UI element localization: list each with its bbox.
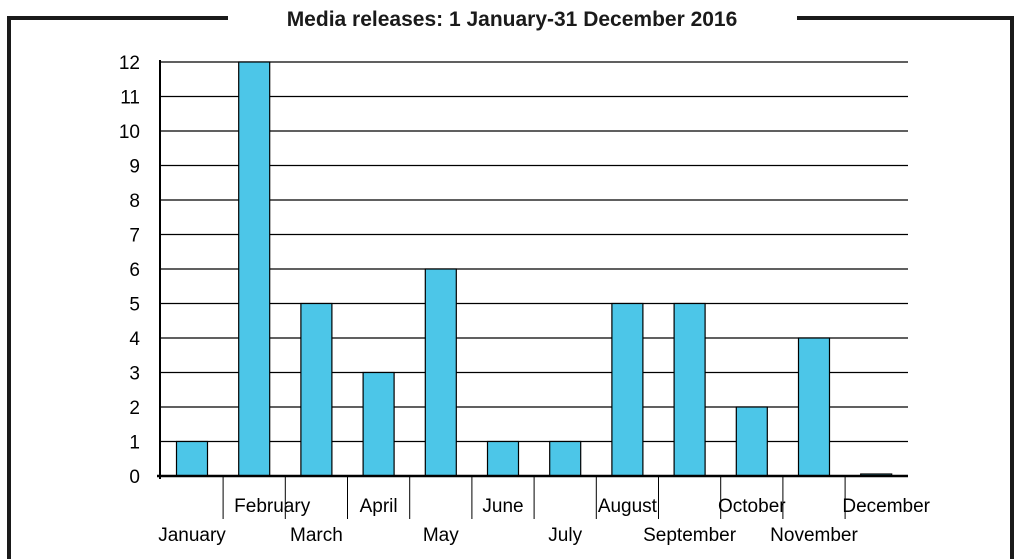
x-tick-label: December: [842, 496, 930, 517]
y-tick-label: 8: [129, 191, 140, 212]
bars: [175, 61, 893, 477]
y-tick-label: 3: [129, 364, 140, 385]
y-tick-label: 2: [129, 398, 140, 419]
y-tick-label: 11: [120, 88, 140, 109]
y-tick-label: 5: [129, 295, 140, 316]
bar-march: [300, 302, 333, 477]
bar-january: [175, 440, 209, 477]
x-tick-label: January: [158, 525, 226, 546]
bar-september: [673, 302, 706, 477]
bar-august: [611, 302, 644, 477]
bar-july: [549, 440, 582, 477]
axes: [157, 60, 908, 519]
bar-june: [486, 440, 520, 477]
y-tick-label: 10: [119, 122, 140, 143]
x-tick-label: April: [360, 496, 398, 517]
x-category-labels: January February March April May June July Augu…: [158, 496, 930, 546]
bar-october: [735, 406, 768, 477]
x-tick-label: September: [643, 525, 737, 546]
bar-may: [424, 268, 457, 477]
y-tick-label: 4: [129, 329, 140, 350]
x-tick-label: August: [598, 496, 658, 517]
bar-november: [797, 337, 831, 477]
chart-frame: [7, 16, 1014, 559]
x-tick-label: November: [770, 525, 858, 546]
chart-title: Media releases: 1 January-31 December 20…: [287, 8, 738, 31]
bar-april: [362, 371, 395, 477]
y-tick-label: 0: [129, 467, 140, 488]
bar-february: [238, 61, 271, 477]
y-tick-label: 6: [129, 260, 140, 281]
y-tick-label: 1: [129, 433, 140, 454]
x-tick-label: February: [234, 496, 311, 517]
x-tick-label: March: [290, 525, 343, 546]
x-tick-label: May: [423, 525, 459, 546]
y-tick-label: 9: [129, 157, 140, 178]
x-tick-label: October: [718, 496, 786, 517]
y-tick-label: 7: [129, 226, 140, 247]
x-tick-label: July: [548, 525, 582, 546]
x-tick-label: June: [482, 496, 523, 517]
y-tick-label: 12: [119, 53, 140, 74]
gridlines: [160, 61, 908, 443]
